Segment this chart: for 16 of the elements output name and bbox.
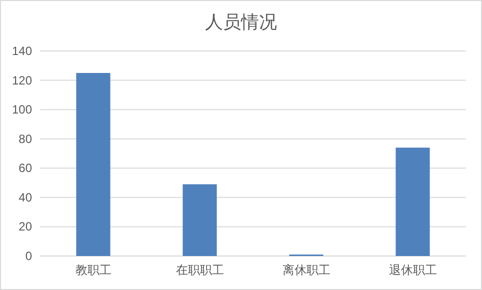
y-tick-label: 80 (18, 132, 32, 146)
bar (182, 184, 217, 256)
y-tick-label: 100 (12, 102, 32, 117)
y-tick-label: 20 (18, 220, 32, 234)
y-tick-label: 40 (18, 190, 32, 204)
chart-title: 人员情况 (205, 12, 277, 32)
x-tick-label: 在职职工 (176, 263, 224, 277)
x-tick-label: 退休职工 (388, 263, 437, 277)
y-tick-label: 0 (25, 249, 32, 263)
y-tick-label: 60 (18, 161, 32, 176)
y-tick-label: 120 (12, 73, 32, 88)
y-tick-label: 140 (12, 44, 32, 58)
x-tick-label: 离休职工 (282, 263, 330, 277)
x-tick-label: 教职工 (75, 263, 112, 277)
bar (396, 148, 430, 256)
bar (76, 72, 110, 256)
